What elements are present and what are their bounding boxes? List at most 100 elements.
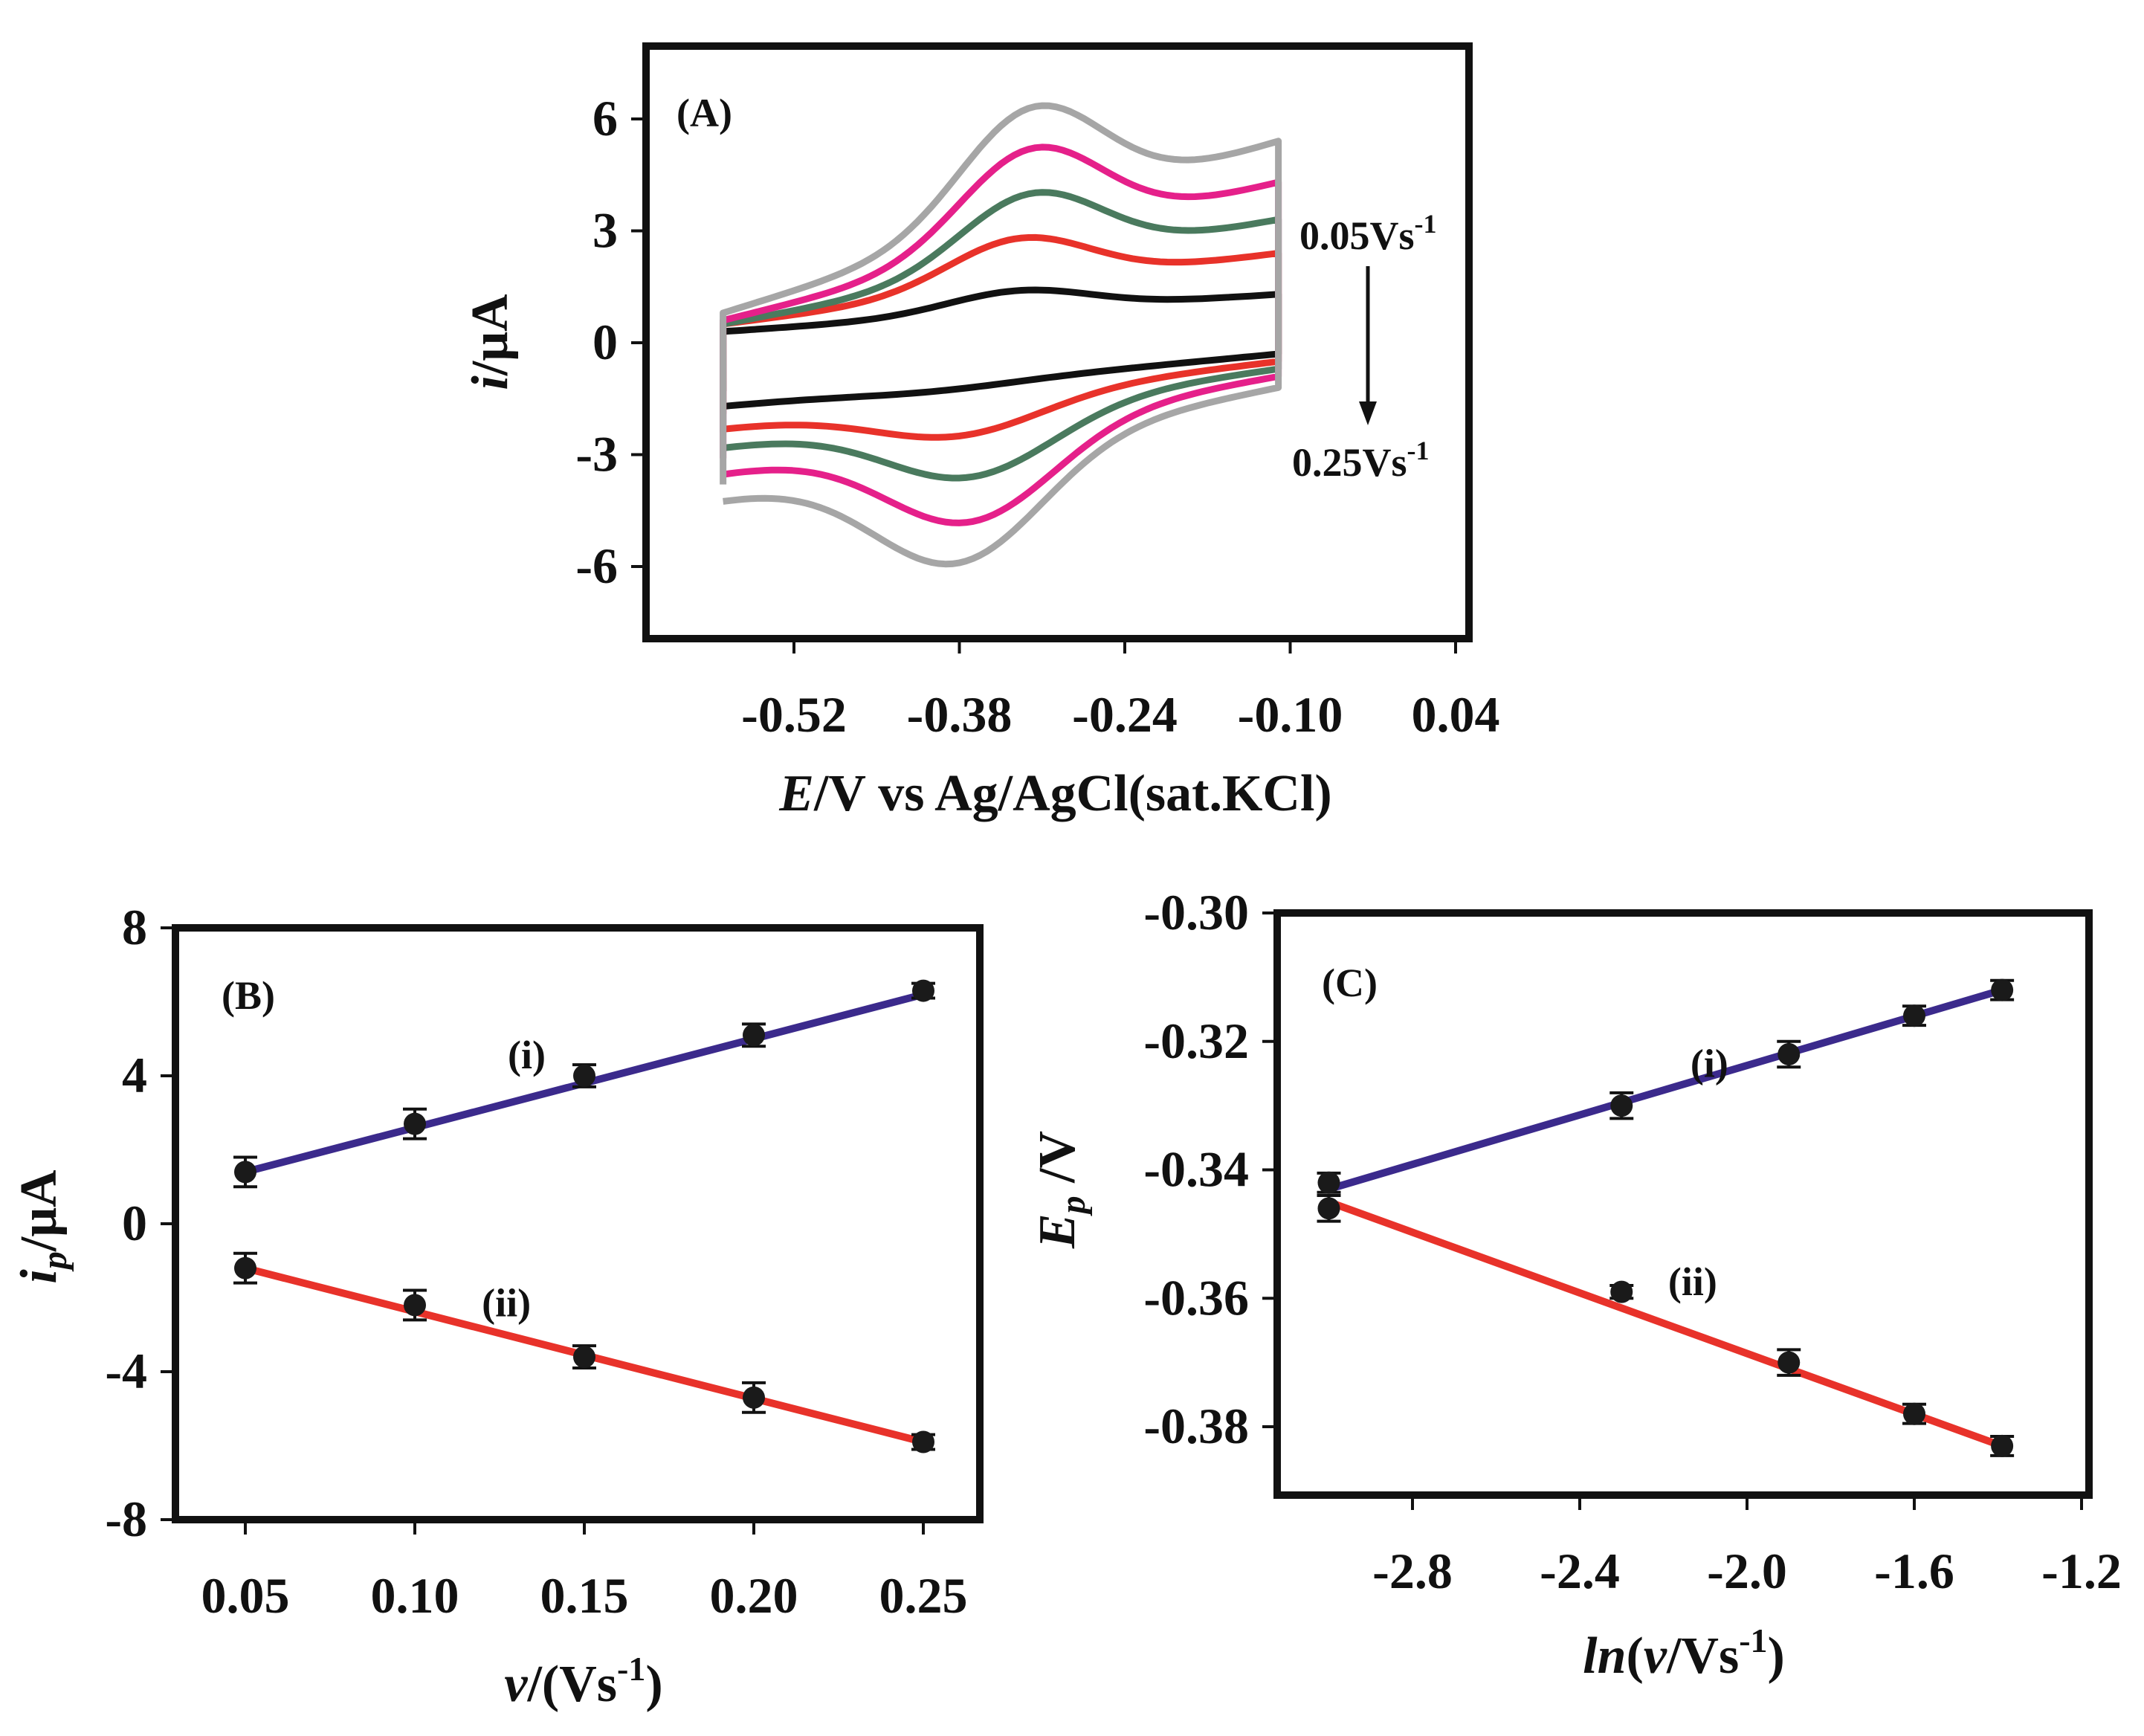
data-point: [234, 1256, 256, 1280]
x-label-v: v: [1644, 1627, 1667, 1685]
series-label-i: (i): [508, 1033, 546, 1077]
y-tick-label: -3: [575, 426, 618, 483]
panel-a-label: (A): [677, 91, 732, 135]
x-tick-label: -0.38: [907, 686, 1013, 743]
scan-rate-top-value: 0.05Vs: [1299, 213, 1415, 258]
y-label-italic: i: [10, 1269, 68, 1284]
data-point: [1610, 1094, 1633, 1117]
x-tick-label: -2.8: [1372, 1543, 1453, 1599]
scan-rate-bottom-sup: -1: [1407, 436, 1430, 465]
panel-c-x-ticks: -2.8 -2.4 -2.0 -1.6 -1.2: [1372, 1495, 2122, 1599]
x-label-ln: ln: [1583, 1627, 1626, 1685]
y-tick-label: -0.34: [1143, 1141, 1249, 1198]
data-point: [1991, 1434, 2014, 1457]
x-label-close: ): [645, 1656, 662, 1713]
x-label-unit: /(Vs: [526, 1656, 617, 1713]
y-label-unit: /μA: [462, 294, 519, 376]
x-tick-label: 0.15: [540, 1567, 629, 1624]
x-tick-label: 0.25: [879, 1567, 968, 1624]
data-point: [1317, 1197, 1340, 1220]
panel-c: -0.30 -0.32 -0.34 -0.36 -0.38 -2.8 -2.4 -2.0 -1…: [1029, 884, 2122, 1685]
x-label-sup: -1: [617, 1650, 645, 1688]
y-label-italic: i: [462, 375, 519, 390]
x-label-unit: /V vs Ag/AgCl(sat.KCl): [813, 765, 1332, 822]
series-label-ii: (ii): [1668, 1259, 1717, 1304]
data-point: [1317, 1171, 1340, 1194]
x-tick-label: -0.24: [1072, 686, 1178, 743]
data-point: [743, 1024, 765, 1047]
panel-c-label: (C): [1322, 961, 1378, 1005]
y-tick-label: 0: [122, 1195, 147, 1251]
data-point: [1991, 978, 2014, 1001]
data-point: [1903, 1402, 1925, 1425]
y-tick-label: -0.36: [1143, 1269, 1249, 1326]
y-tick-label: 0: [592, 314, 618, 370]
data-point: [234, 1161, 256, 1184]
panel-b-y-ticks: 8 4 0 -4 -8: [105, 899, 175, 1547]
panel-c-y-ticks: -0.30 -0.32 -0.34 -0.36 -0.38: [1143, 884, 1277, 1454]
fit-line-i: [1325, 986, 2006, 1193]
y-tick-label: -6: [575, 538, 618, 594]
x-label-close: ): [1768, 1627, 1785, 1685]
panel-b-series: [233, 979, 935, 1453]
panel-a-x-ticks: -0.52 -0.38 -0.24 -0.10 0.04: [741, 639, 1500, 743]
x-tick-label: 0.04: [1412, 686, 1500, 743]
y-tick-label: -8: [105, 1491, 147, 1547]
data-point: [404, 1294, 426, 1317]
x-tick-label: -1.2: [2041, 1543, 2122, 1599]
panel-a-y-ticks: 6 3 0 -3 -6: [575, 90, 646, 594]
x-label-italic: v: [504, 1656, 528, 1713]
data-point: [404, 1112, 426, 1135]
y-tick-label: 4: [122, 1047, 147, 1103]
panel-a-x-label: E/V vs Ag/AgCl(sat.KCl): [778, 765, 1332, 822]
x-label-open: (: [1627, 1627, 1644, 1685]
panel-b: 8 4 0 -4 -8 0.05 0.10 0.15 0.20 0.25 (B) (i) (ii…: [10, 899, 984, 1713]
x-label-italic: E: [778, 765, 814, 822]
panel-a-y-label: i/μA: [462, 294, 519, 390]
data-point: [1777, 1043, 1801, 1066]
data-point: [912, 1430, 934, 1453]
panel-b-label: (B): [222, 973, 275, 1018]
panel-c-series-labels: (i) (ii): [1668, 1041, 1728, 1304]
x-tick-label: -2.0: [1707, 1543, 1787, 1599]
x-tick-label: -1.6: [1874, 1543, 1954, 1599]
cv-curves: [720, 102, 1282, 568]
y-tick-label: 3: [592, 202, 618, 259]
y-tick-label: 8: [122, 899, 147, 955]
cv-curve-grey: [720, 102, 1282, 568]
data-point: [1777, 1351, 1801, 1374]
series-label-ii: (ii): [482, 1280, 531, 1325]
x-label-unit: /Vs: [1666, 1627, 1739, 1685]
y-label-sub: p: [35, 1251, 74, 1272]
data-point: [573, 1346, 595, 1369]
x-tick-label: -0.10: [1238, 686, 1343, 743]
scan-rate-bottom-label: 0.25Vs-1: [1292, 436, 1430, 485]
series-label-i: (i): [1691, 1041, 1728, 1085]
panel-b-frame: [172, 924, 984, 1523]
cv-curve-green: [720, 189, 1282, 482]
data-point: [1610, 1280, 1633, 1303]
y-tick-label: -0.38: [1143, 1398, 1249, 1454]
scan-rate-arrow-head: [1359, 401, 1377, 425]
x-tick-label: -2.4: [1540, 1543, 1620, 1599]
panel-c-frame: [1273, 909, 2093, 1499]
data-point: [573, 1065, 595, 1087]
panel-a: 6 3 0 -3 -6 -0.52 -0.38 -0.24 -0.10 0.04 (A) i/μ…: [462, 42, 1500, 822]
panel-b-x-label: v/(Vs-1): [504, 1650, 662, 1713]
data-point: [743, 1386, 765, 1409]
y-tick-label: 6: [592, 90, 618, 146]
x-tick-label: -0.52: [741, 686, 847, 743]
data-point: [912, 979, 934, 1002]
x-tick-label: 0.10: [371, 1567, 459, 1624]
x-tick-label: 0.05: [201, 1567, 290, 1624]
y-tick-label: -0.32: [1143, 1013, 1249, 1069]
x-tick-label: 0.20: [710, 1567, 798, 1624]
y-label-unit: /μA: [10, 1169, 68, 1252]
y-label-unit: /V: [1029, 1131, 1086, 1196]
scan-rate-top-label: 0.05Vs-1: [1299, 209, 1437, 258]
panel-b-series-labels: (i) (ii): [482, 1033, 546, 1325]
y-tick-label: -0.30: [1143, 884, 1249, 940]
y-tick-label: -4: [105, 1343, 147, 1399]
data-point: [1903, 1004, 1925, 1027]
y-label-sub: p: [1053, 1195, 1093, 1216]
